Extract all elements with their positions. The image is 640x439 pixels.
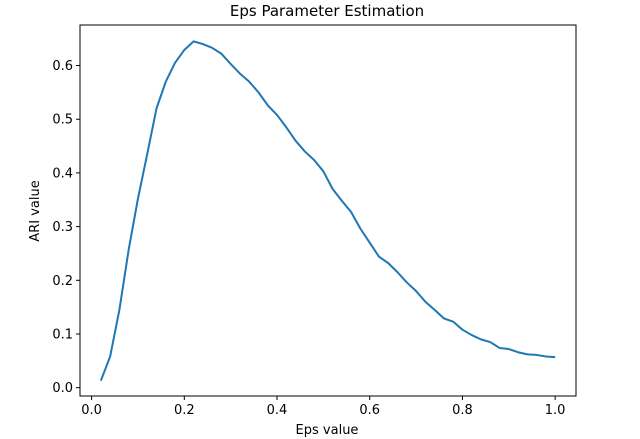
- y-tick-label: 0.4: [52, 166, 73, 181]
- y-tick-label: 0.3: [52, 220, 73, 235]
- x-tick-label: 0.6: [359, 403, 380, 418]
- x-axis-ticks: 0.0 0.2 0.4 0.6 0.8 1.0: [81, 396, 565, 418]
- x-tick-label: 1.0: [545, 403, 566, 418]
- x-axis-label: Eps value: [296, 423, 359, 438]
- y-axis-ticks: 0.0 0.1 0.2 0.3 0.4 0.5 0.6: [52, 59, 80, 396]
- x-tick-label: 0.2: [174, 403, 195, 418]
- y-tick-label: 0.0: [52, 381, 73, 396]
- y-tick-label: 0.2: [52, 274, 73, 289]
- x-tick-label: 0.8: [452, 403, 473, 418]
- chart-title: Eps Parameter Estimation: [230, 2, 424, 20]
- plot-area: [99, 40, 556, 382]
- y-tick-label: 0.6: [52, 59, 73, 74]
- series-line: [99, 40, 556, 382]
- y-tick-label: 0.1: [52, 327, 73, 342]
- y-tick-label: 0.5: [52, 113, 73, 128]
- x-tick-label: 0.0: [81, 403, 102, 418]
- y-axis-label: ARI value: [28, 180, 43, 241]
- axes-frame: [79, 24, 577, 397]
- x-tick-label: 0.4: [267, 403, 288, 418]
